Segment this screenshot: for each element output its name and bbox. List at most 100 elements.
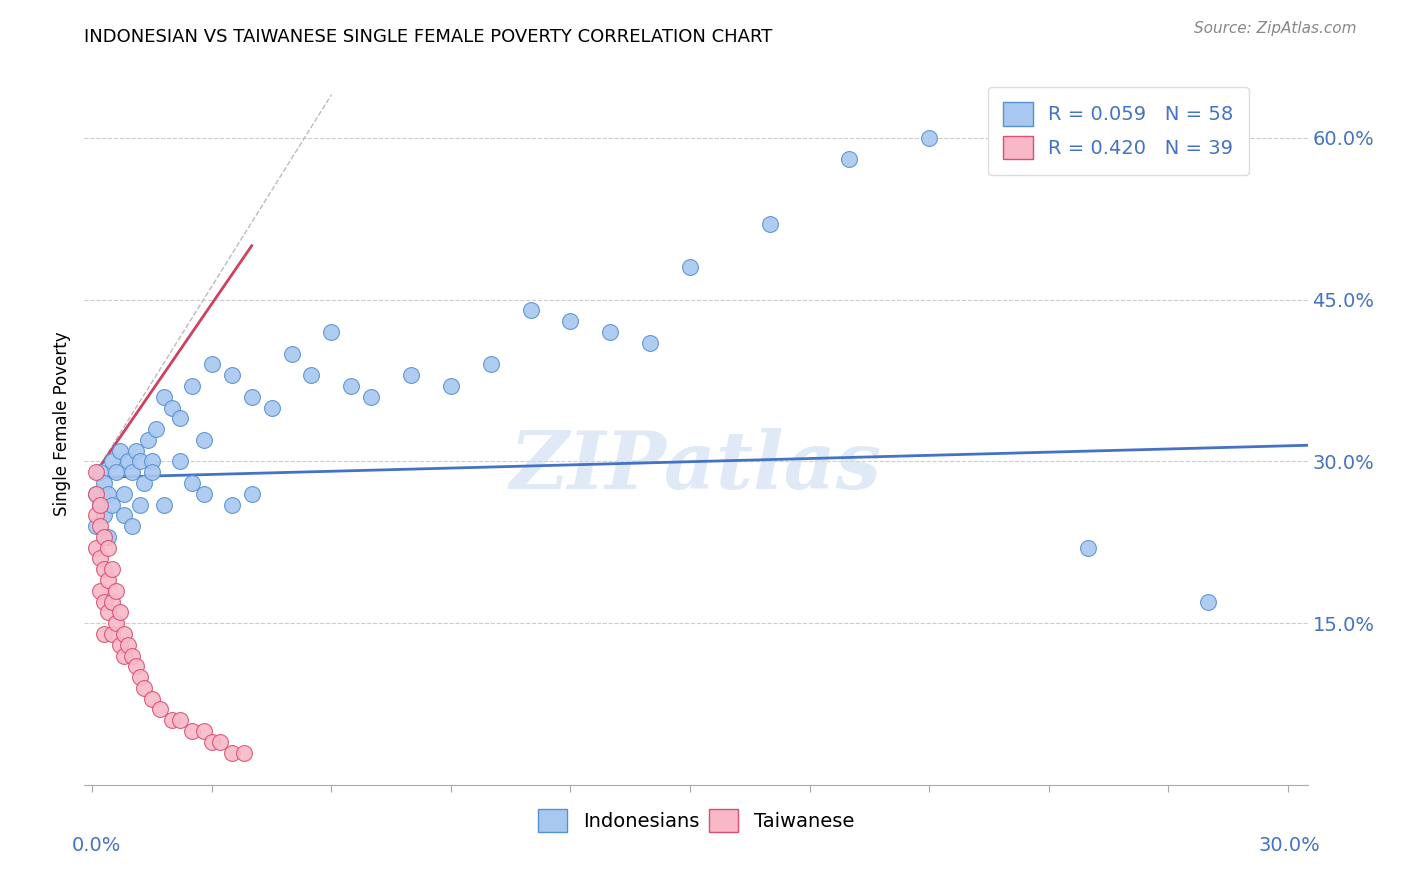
Point bbox=[160, 401, 183, 415]
Point bbox=[89, 498, 111, 512]
Point bbox=[112, 508, 135, 523]
Point bbox=[679, 260, 702, 275]
Point bbox=[121, 648, 143, 663]
Point bbox=[97, 487, 120, 501]
Point bbox=[105, 465, 128, 479]
Point bbox=[86, 541, 108, 555]
Point bbox=[101, 562, 124, 576]
Point bbox=[153, 498, 176, 512]
Point bbox=[193, 487, 215, 501]
Point bbox=[125, 659, 148, 673]
Point bbox=[112, 487, 135, 501]
Point bbox=[360, 390, 382, 404]
Point bbox=[93, 508, 115, 523]
Point bbox=[121, 465, 143, 479]
Point bbox=[193, 433, 215, 447]
Point bbox=[153, 390, 176, 404]
Point bbox=[101, 498, 124, 512]
Point bbox=[110, 606, 132, 620]
Point bbox=[105, 616, 128, 631]
Point bbox=[86, 487, 108, 501]
Point bbox=[136, 433, 159, 447]
Point bbox=[101, 594, 124, 608]
Point bbox=[1197, 594, 1219, 608]
Point bbox=[97, 573, 120, 587]
Point bbox=[129, 454, 152, 468]
Point bbox=[169, 411, 191, 425]
Point bbox=[129, 498, 152, 512]
Point bbox=[301, 368, 323, 383]
Point bbox=[86, 487, 108, 501]
Point bbox=[93, 475, 115, 490]
Point bbox=[117, 454, 139, 468]
Y-axis label: Single Female Poverty: Single Female Poverty bbox=[53, 332, 72, 516]
Point bbox=[918, 131, 941, 145]
Point bbox=[141, 691, 163, 706]
Point bbox=[181, 379, 204, 393]
Point bbox=[321, 325, 343, 339]
Point bbox=[440, 379, 463, 393]
Point bbox=[134, 681, 156, 695]
Text: 0.0%: 0.0% bbox=[72, 836, 121, 855]
Point bbox=[110, 443, 132, 458]
Point bbox=[201, 735, 224, 749]
Point bbox=[105, 583, 128, 598]
Point bbox=[479, 358, 502, 372]
Point bbox=[89, 465, 111, 479]
Point bbox=[89, 583, 111, 598]
Point bbox=[101, 454, 124, 468]
Point bbox=[599, 325, 621, 339]
Point bbox=[89, 551, 111, 566]
Point bbox=[112, 627, 135, 641]
Point bbox=[129, 670, 152, 684]
Point bbox=[221, 368, 243, 383]
Point bbox=[221, 746, 243, 760]
Point bbox=[240, 390, 263, 404]
Point bbox=[89, 498, 111, 512]
Point bbox=[1077, 541, 1099, 555]
Point bbox=[638, 335, 661, 350]
Point bbox=[181, 724, 204, 739]
Point bbox=[125, 443, 148, 458]
Point bbox=[117, 638, 139, 652]
Point bbox=[181, 475, 204, 490]
Point bbox=[89, 519, 111, 533]
Point bbox=[134, 475, 156, 490]
Point bbox=[86, 508, 108, 523]
Point bbox=[232, 746, 254, 760]
Point bbox=[280, 346, 302, 360]
Point bbox=[110, 638, 132, 652]
Point bbox=[141, 454, 163, 468]
Point bbox=[201, 358, 224, 372]
Point bbox=[101, 627, 124, 641]
Point bbox=[838, 153, 860, 167]
Point bbox=[208, 735, 231, 749]
Point bbox=[340, 379, 363, 393]
Point bbox=[221, 498, 243, 512]
Point bbox=[169, 454, 191, 468]
Point bbox=[560, 314, 582, 328]
Point bbox=[121, 519, 143, 533]
Point bbox=[93, 530, 115, 544]
Point bbox=[93, 594, 115, 608]
Text: Source: ZipAtlas.com: Source: ZipAtlas.com bbox=[1194, 21, 1357, 36]
Point bbox=[240, 487, 263, 501]
Point bbox=[97, 541, 120, 555]
Point bbox=[86, 519, 108, 533]
Point bbox=[758, 217, 780, 231]
Point bbox=[519, 303, 541, 318]
Text: INDONESIAN VS TAIWANESE SINGLE FEMALE POVERTY CORRELATION CHART: INDONESIAN VS TAIWANESE SINGLE FEMALE PO… bbox=[84, 28, 773, 45]
Point bbox=[93, 627, 115, 641]
Point bbox=[141, 465, 163, 479]
Text: 30.0%: 30.0% bbox=[1258, 836, 1320, 855]
Point bbox=[160, 713, 183, 727]
Point bbox=[97, 606, 120, 620]
Point bbox=[149, 702, 172, 716]
Point bbox=[97, 530, 120, 544]
Point bbox=[145, 422, 167, 436]
Point bbox=[86, 465, 108, 479]
Point bbox=[399, 368, 422, 383]
Point bbox=[260, 401, 283, 415]
Text: ZIPatlas: ZIPatlas bbox=[510, 428, 882, 506]
Legend: Indonesians, Taiwanese: Indonesians, Taiwanese bbox=[530, 801, 862, 840]
